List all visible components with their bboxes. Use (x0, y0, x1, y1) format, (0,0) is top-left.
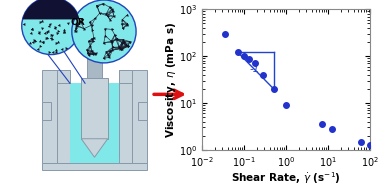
Polygon shape (42, 70, 57, 163)
Polygon shape (132, 70, 147, 163)
Polygon shape (87, 56, 102, 78)
Polygon shape (57, 70, 70, 83)
Point (260, 73, 266, 76)
Point (271, 87, 277, 90)
Point (241, 55, 247, 58)
Point (252, 62, 258, 65)
Polygon shape (119, 70, 132, 83)
Point (329, 127, 335, 130)
Polygon shape (22, 0, 80, 21)
Point (222, 32, 228, 35)
Polygon shape (81, 139, 108, 157)
Polygon shape (119, 70, 132, 83)
Text: OR: OR (70, 18, 85, 27)
Y-axis label: Viscosity, $\eta$ (mPa s): Viscosity, $\eta$ (mPa s) (164, 21, 178, 138)
Polygon shape (119, 83, 132, 163)
Point (284, 104, 290, 107)
Polygon shape (138, 102, 147, 120)
Polygon shape (70, 139, 119, 163)
Polygon shape (70, 83, 119, 163)
Polygon shape (70, 83, 119, 89)
X-axis label: Shear Rate, $\dot{\gamma}$ (s$^{-1}$): Shear Rate, $\dot{\gamma}$ (s$^{-1}$) (231, 170, 341, 185)
Polygon shape (42, 102, 51, 120)
Circle shape (72, 0, 136, 63)
Point (358, 140, 364, 143)
Polygon shape (81, 78, 108, 139)
Point (367, 143, 373, 146)
Point (319, 123, 325, 126)
Polygon shape (42, 163, 147, 170)
Text: -1: -1 (249, 64, 259, 74)
Point (235, 51, 241, 54)
Polygon shape (57, 70, 70, 83)
Point (246, 58, 252, 61)
Polygon shape (81, 139, 108, 157)
Circle shape (22, 0, 81, 55)
Polygon shape (57, 83, 70, 163)
